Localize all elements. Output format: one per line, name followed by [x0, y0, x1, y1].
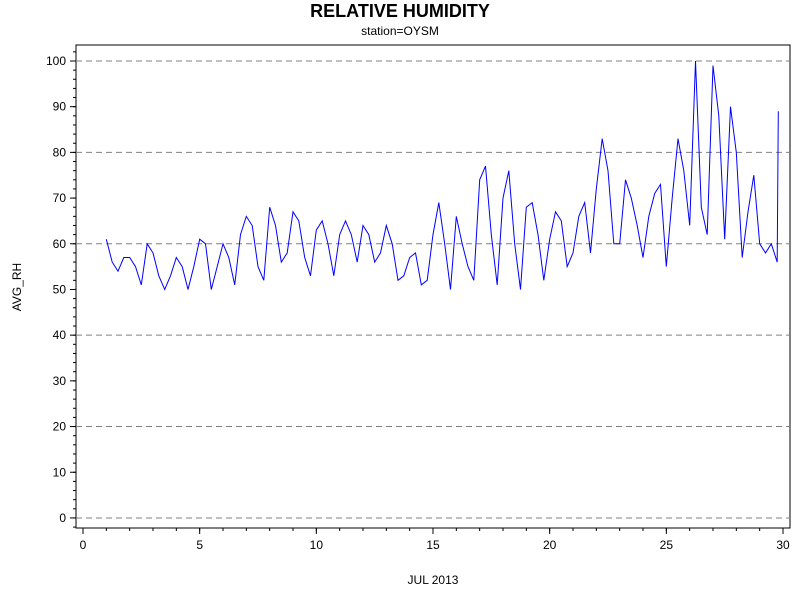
x-tick-label: 25: [660, 538, 674, 552]
y-axis-label: AVG_RH: [10, 263, 24, 311]
y-tick-label: 0: [59, 511, 66, 525]
y-tick-label: 50: [53, 282, 67, 296]
chart-title: RELATIVE HUMIDITY: [310, 1, 490, 21]
x-tick-label: 15: [426, 538, 440, 552]
x-tick-label: 10: [310, 538, 324, 552]
x-tick-label: 0: [80, 538, 87, 552]
y-tick-label: 60: [53, 237, 67, 251]
y-tick-label: 10: [53, 465, 67, 479]
y-tick-label: 100: [46, 54, 66, 68]
y-tick-label: 70: [53, 191, 67, 205]
plot-frame: [75, 44, 791, 529]
y-tick-label: 80: [53, 145, 67, 159]
x-tick-label: 20: [543, 538, 557, 552]
y-tick-label: 90: [53, 100, 67, 114]
y-tick-label: 40: [53, 328, 67, 342]
data-line: [105, 60, 779, 291]
x-tick-label: 30: [776, 538, 790, 552]
chart-subtitle: station=OYSM: [361, 24, 439, 38]
x-tick-label: 5: [196, 538, 203, 552]
y-tick-label: 30: [53, 374, 67, 388]
x-axis-label: JUL 2013: [408, 573, 459, 587]
y-tick-label: 20: [53, 420, 67, 434]
